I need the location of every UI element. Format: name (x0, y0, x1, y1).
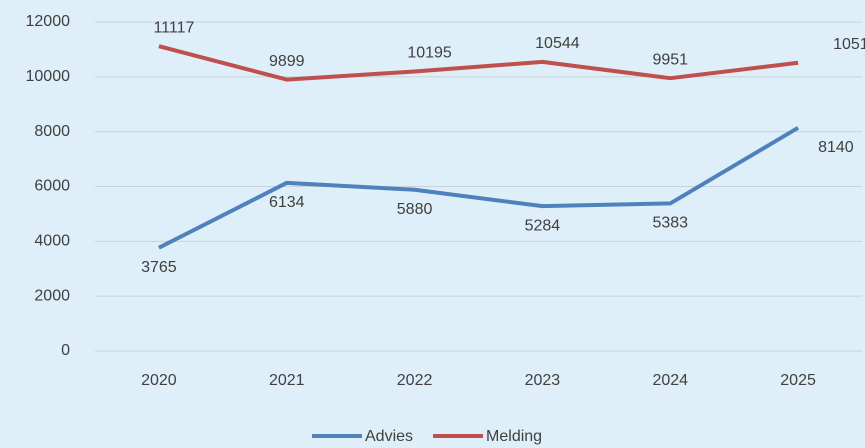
x-tick-label: 2022 (397, 372, 433, 389)
data-label: 11117 (153, 19, 194, 36)
y-tick-label: 6000 (34, 178, 70, 195)
data-label: 6134 (269, 194, 305, 211)
data-label: 5284 (525, 217, 561, 234)
y-tick-label: 8000 (34, 123, 70, 140)
y-tick-label: 10000 (26, 68, 71, 85)
data-label: 5383 (652, 215, 688, 232)
x-tick-label: 2020 (141, 372, 177, 389)
line (158, 44, 799, 82)
x-tick-label: 2025 (780, 372, 816, 389)
y-tick-label: 12000 (26, 13, 71, 30)
y-tick-label: 0 (61, 342, 70, 359)
legend-label: Melding (486, 428, 542, 445)
legend-label: Advies (365, 428, 413, 445)
data-label: 10195 (407, 45, 452, 62)
data-label: 9899 (269, 53, 305, 70)
data-label: 5880 (397, 201, 433, 218)
x-tick-label: 2023 (525, 372, 561, 389)
data-label: 10515 (833, 36, 865, 53)
x-tick-label: 2024 (652, 372, 688, 389)
data-label: 9951 (652, 51, 688, 68)
data-label: 3765 (141, 259, 177, 276)
line (158, 126, 800, 250)
y-tick-label: 2000 (34, 287, 70, 304)
y-tick-label: 4000 (34, 233, 70, 250)
data-label: 8140 (818, 139, 854, 156)
data-label: 10544 (535, 35, 580, 52)
x-tick-label: 2021 (269, 372, 305, 389)
